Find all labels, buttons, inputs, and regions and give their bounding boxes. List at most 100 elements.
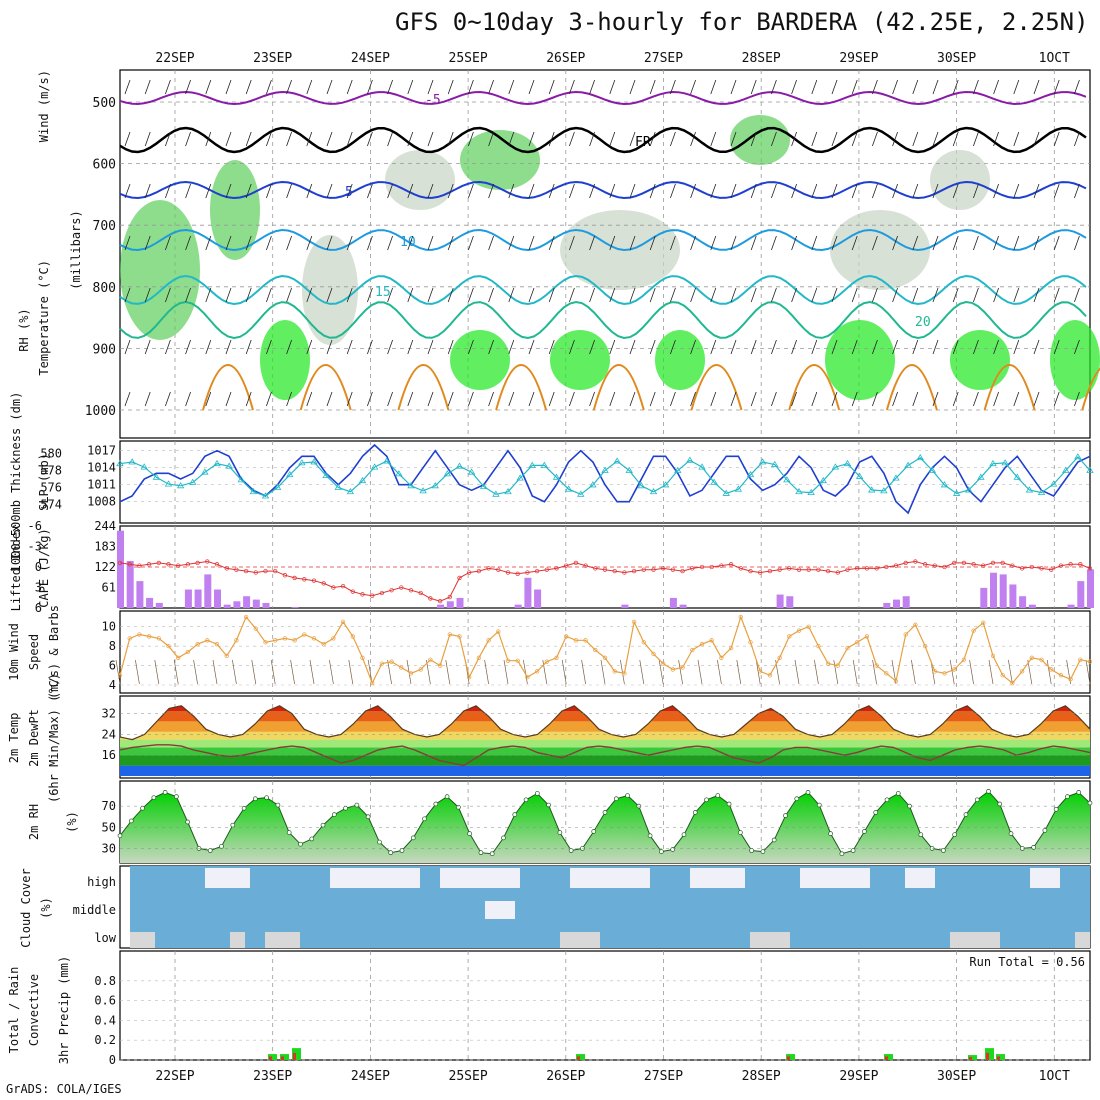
wind-barb xyxy=(670,79,676,95)
wind-barb xyxy=(346,183,353,199)
rh-point xyxy=(444,794,450,799)
li-tick-label: 0 xyxy=(35,560,42,574)
thickness-point xyxy=(1074,453,1082,460)
wind-barb xyxy=(993,391,999,407)
li-point xyxy=(971,562,976,567)
wind-barb xyxy=(973,339,979,355)
rh-point xyxy=(512,812,518,817)
wind-barb xyxy=(730,287,737,303)
wind-barb xyxy=(447,287,454,303)
pressure-tick-label: 700 xyxy=(93,219,116,234)
surface-wind-barb xyxy=(232,659,237,685)
temp-panel-label: 2m DewPt xyxy=(27,709,41,767)
thickness-point xyxy=(613,457,621,464)
wind-barb xyxy=(165,235,171,251)
wind-barb xyxy=(569,131,575,147)
wind-barb xyxy=(973,391,979,407)
x-tick-label-bottom: 26SEP xyxy=(546,1069,585,1084)
wind-speed-point xyxy=(525,675,530,680)
li-point xyxy=(214,562,220,567)
wind-speed-point xyxy=(127,636,132,641)
wind-speed-point xyxy=(399,665,404,670)
rh-point xyxy=(692,810,698,815)
wind-barb xyxy=(589,131,595,147)
warm-contour xyxy=(397,364,450,411)
cape-bar xyxy=(786,596,794,608)
wind-speed-point xyxy=(205,638,210,643)
rh-point xyxy=(422,816,427,822)
wind-barb xyxy=(670,235,676,251)
li-point xyxy=(738,566,743,571)
wind-barb xyxy=(326,391,333,407)
wind-barb xyxy=(952,287,959,303)
wind-barb xyxy=(1074,131,1080,147)
wind-barb xyxy=(1033,287,1040,303)
cape-bar xyxy=(621,604,629,608)
wind-barb xyxy=(750,235,757,251)
wind-barb xyxy=(185,339,191,355)
wind-barb xyxy=(932,131,939,147)
thickness-point xyxy=(152,473,161,480)
li-point xyxy=(670,567,676,572)
wind-barb xyxy=(1033,131,1040,147)
wind-barb xyxy=(387,183,393,199)
wind-barb xyxy=(589,79,595,95)
wind-barb xyxy=(690,287,696,303)
li-point xyxy=(952,560,957,566)
rh-point xyxy=(591,829,597,834)
wind-speed-point xyxy=(728,645,734,651)
thickness-point xyxy=(407,482,415,489)
wind-barb xyxy=(1013,79,1020,95)
wind-speed-point xyxy=(816,643,821,649)
precip-conv-bar xyxy=(969,1057,972,1060)
wind-barb xyxy=(124,183,131,199)
precip-tick-label: 0.8 xyxy=(94,974,116,988)
wind-barb xyxy=(771,131,777,147)
surface-wind-barb xyxy=(833,659,839,685)
wind-barb xyxy=(245,235,252,251)
thickness-point xyxy=(831,463,840,470)
wind-speed-point xyxy=(1029,655,1034,660)
wind-barb xyxy=(750,131,757,147)
wind-barb xyxy=(346,235,353,251)
wind-speed-point xyxy=(166,643,171,649)
wind-barb xyxy=(649,79,656,95)
wind-speed-point xyxy=(622,671,627,676)
wind-barb xyxy=(1074,287,1080,303)
precip-panel-label: Convective xyxy=(27,974,41,1046)
li-point xyxy=(709,564,714,570)
rh-point xyxy=(309,836,315,842)
li-point xyxy=(370,593,375,598)
x-tick-label-bottom: 28SEP xyxy=(742,1069,781,1084)
thickness-tick-label: 580 xyxy=(40,447,62,461)
wind-barb xyxy=(205,183,212,199)
precip-bar xyxy=(884,1054,893,1060)
wind-barb xyxy=(831,79,838,95)
thickness-point xyxy=(383,457,391,464)
wind-barb xyxy=(569,287,575,303)
rh-point xyxy=(354,802,360,808)
wind-speed-point xyxy=(214,642,220,647)
x-tick-label-bottom: 22SEP xyxy=(155,1069,194,1084)
wind-barb xyxy=(1053,391,1060,407)
rh-point xyxy=(320,822,326,828)
rh-point xyxy=(433,801,439,807)
wind-panel-label: 10m Wind xyxy=(7,623,21,681)
li-point xyxy=(525,570,530,575)
rh-tick-label: 70 xyxy=(102,799,116,813)
rh-point xyxy=(410,835,416,841)
wind-barb xyxy=(387,235,393,251)
cape-bar xyxy=(126,560,134,608)
thickness-point xyxy=(952,489,961,496)
li-point xyxy=(816,567,821,572)
cloud-panel-label: Cloud Cover xyxy=(19,868,33,947)
thickness-point xyxy=(564,485,573,492)
wind-speed-point xyxy=(573,638,579,643)
cape-bar xyxy=(524,577,532,608)
precip-bar xyxy=(268,1054,277,1060)
rh-shading xyxy=(120,200,200,340)
wind-barb xyxy=(811,131,818,147)
thickness-point xyxy=(552,473,561,480)
wind-barb xyxy=(225,79,232,95)
wind-barb xyxy=(488,391,494,407)
